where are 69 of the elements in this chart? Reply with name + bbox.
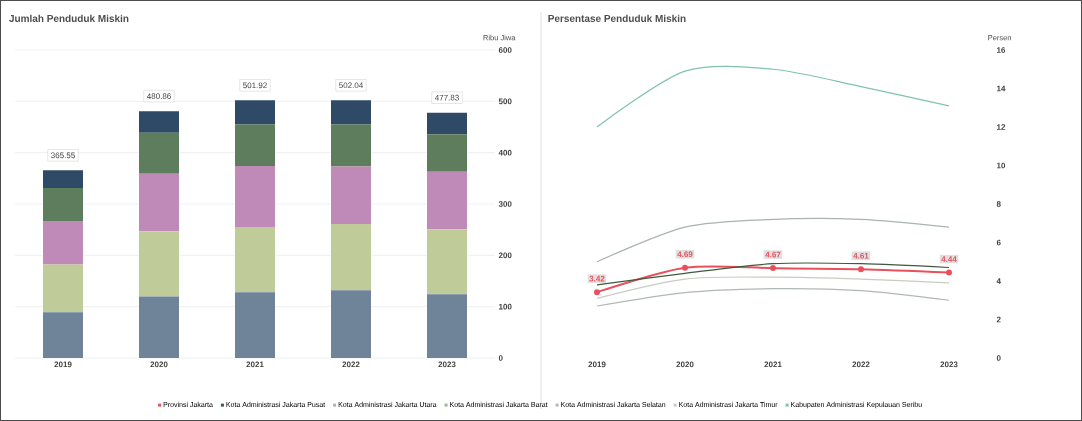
bar <box>139 231 179 297</box>
x-tick-label: 2021 <box>764 361 782 368</box>
bar <box>235 227 275 293</box>
x-tick-label: 2021 <box>246 361 264 368</box>
y-tick-label: 12 <box>997 124 1006 130</box>
bar <box>43 170 83 189</box>
bar <box>139 296 179 358</box>
total-label: 480.86 <box>146 93 171 99</box>
point <box>594 289 600 296</box>
chart-title: Persentase Penduduk Miskin <box>548 14 686 22</box>
bar <box>139 111 179 133</box>
bar <box>331 290 371 358</box>
bar <box>331 100 371 125</box>
total-label: 477.83 <box>434 94 459 101</box>
bar <box>139 132 179 174</box>
y-tick-label: 100 <box>499 303 512 310</box>
y-tick-label: 10 <box>997 162 1006 169</box>
x-tick-label: 2019 <box>54 361 72 368</box>
bar <box>427 112 467 135</box>
data-label: 4.67 <box>765 251 781 258</box>
point <box>682 264 688 271</box>
bar <box>43 264 83 313</box>
data-label: 4.44 <box>941 256 957 262</box>
y-tick-label: 500 <box>498 98 512 105</box>
point <box>858 266 864 273</box>
point <box>770 265 776 272</box>
x-tick-label: 2020 <box>150 361 168 368</box>
bar <box>331 224 371 291</box>
x-tick-label: 2023 <box>940 361 958 368</box>
bar <box>43 220 83 265</box>
total-label: 365.55 <box>51 152 75 159</box>
y-tick-label: 4 <box>996 278 1001 284</box>
y-tick-label: 200 <box>498 252 512 259</box>
chart-title: Jumlah Penduduk Miskin <box>9 14 129 22</box>
bar <box>427 229 467 295</box>
bar <box>427 171 467 230</box>
point <box>946 269 952 276</box>
y-tick-label: 400 <box>498 149 512 156</box>
bar <box>235 100 275 125</box>
line-series <box>596 288 950 307</box>
bar <box>43 312 83 358</box>
x-tick-label: 2020 <box>676 361 694 368</box>
y-tick-label: 0 <box>996 355 1001 361</box>
y-tick-label: 16 <box>997 47 1006 53</box>
data-label: 4.69 <box>677 251 693 258</box>
y-tick-label: 14 <box>997 85 1006 92</box>
total-label: 502.04 <box>339 82 363 89</box>
y-tick-label: 6 <box>996 239 1001 246</box>
y-tick-label: 8 <box>996 201 1001 207</box>
y-tick-label: 600 <box>498 47 512 53</box>
x-tick-label: 2022 <box>342 361 360 368</box>
bar <box>235 124 275 167</box>
x-tick-label: 2019 <box>588 361 606 368</box>
y-tick-label: 0 <box>498 355 503 361</box>
bar <box>427 294 467 358</box>
data-label: 3.42 <box>589 275 605 282</box>
total-label: 501.92 <box>243 82 267 89</box>
bar <box>427 134 467 172</box>
bar <box>139 173 179 232</box>
bar <box>331 166 371 225</box>
y-tick-label: 300 <box>498 201 512 207</box>
x-tick-label: 2022 <box>852 361 870 368</box>
bar <box>235 166 275 228</box>
x-tick-label: 2023 <box>438 361 456 368</box>
bar <box>235 292 275 358</box>
data-label: 4.61 <box>853 252 869 259</box>
bar <box>331 124 371 167</box>
bar <box>43 188 83 221</box>
y-tick-label: 2 <box>996 316 1001 323</box>
